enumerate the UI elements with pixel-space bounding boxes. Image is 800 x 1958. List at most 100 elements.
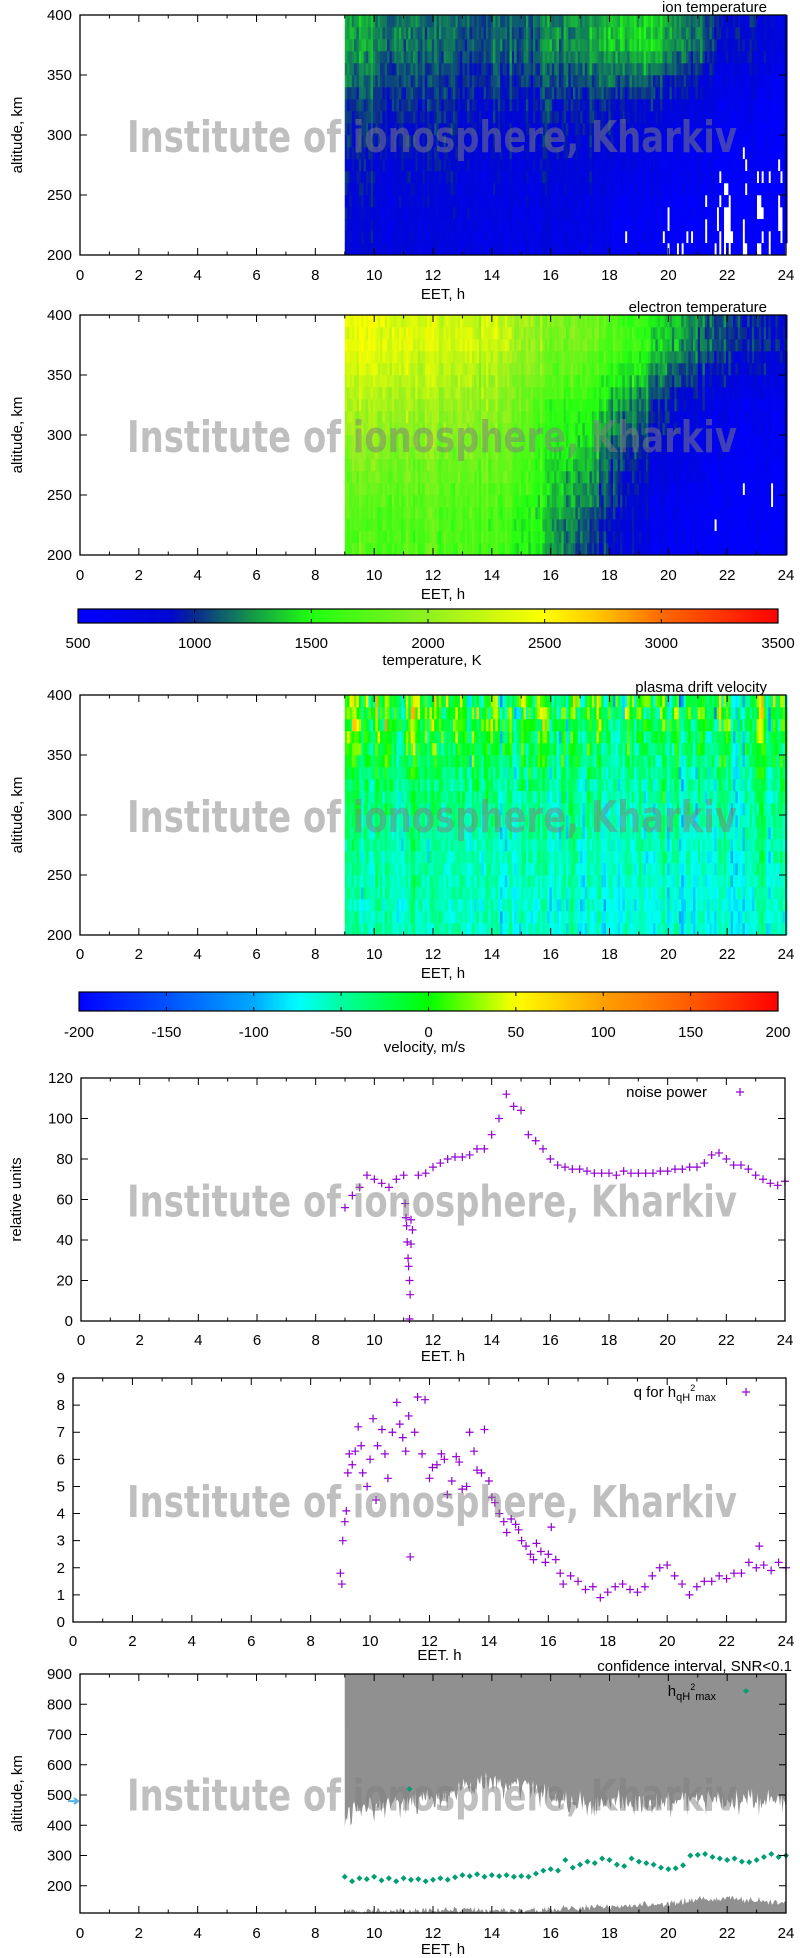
heatmap-cell <box>365 387 369 400</box>
heatmap-cell <box>441 219 444 232</box>
heatmap-cell <box>662 39 666 52</box>
heatmap-cell <box>591 15 595 28</box>
heatmap-cell <box>457 27 461 40</box>
heatmap-cell <box>775 99 779 112</box>
heatmap-cell <box>356 315 360 328</box>
heatmap-cell <box>721 159 725 172</box>
heatmap-cell <box>467 195 470 208</box>
heatmap-cell <box>573 27 576 40</box>
heatmap-cell <box>780 15 783 28</box>
heatmap-cell <box>664 243 668 256</box>
heatmap-cell <box>434 87 437 100</box>
heatmap-cell <box>554 99 557 112</box>
heatmap-cell <box>448 387 452 400</box>
heatmap-cell <box>436 171 440 184</box>
heatmap-cell <box>377 459 381 472</box>
heatmap-cell <box>422 423 426 436</box>
heatmap-cell <box>697 75 701 88</box>
heatmap-cell <box>438 339 442 352</box>
heatmap-cell <box>384 423 388 436</box>
heatmap-cell <box>349 39 353 52</box>
heatmap-cell <box>377 495 381 508</box>
heatmap-cell <box>389 423 393 436</box>
heatmap-cell <box>504 147 508 160</box>
heatmap-cell <box>533 39 536 52</box>
heatmap-cell <box>445 75 449 88</box>
heatmap-cell <box>434 183 437 196</box>
heatmap-cell <box>749 171 753 184</box>
heatmap-cell <box>500 87 503 100</box>
heatmap-cell <box>629 159 633 172</box>
heatmap-cell <box>643 135 647 148</box>
heatmap-cell <box>773 51 776 64</box>
heatmap-cell <box>372 519 376 532</box>
heatmap-cell <box>443 351 447 364</box>
heatmap-cell <box>429 63 433 76</box>
heatmap-cell <box>464 339 468 352</box>
heatmap-cell <box>398 111 402 124</box>
heatmap-cell <box>396 543 400 556</box>
heatmap-cell <box>349 363 353 376</box>
heatmap-cell <box>735 243 739 256</box>
heatmap-cell <box>648 195 652 208</box>
heatmap-cell <box>608 183 612 196</box>
heatmap-cell <box>429 231 433 244</box>
heatmap-cell <box>700 183 703 196</box>
heatmap-cell <box>493 231 496 244</box>
heatmap-cell <box>624 111 628 124</box>
heatmap-cell <box>587 159 590 172</box>
heatmap-cell <box>591 111 595 124</box>
heatmap-cell <box>662 87 666 100</box>
heatmap-cell <box>460 399 463 412</box>
heatmap-cell <box>775 39 779 52</box>
heatmap-cell <box>377 147 381 160</box>
heatmap-cell <box>349 15 353 28</box>
heatmap-cell <box>530 231 534 244</box>
heatmap-cell <box>615 135 619 148</box>
heatmap-cell <box>453 495 456 508</box>
heatmap-cell <box>615 51 619 64</box>
heatmap-cell <box>354 99 357 112</box>
heatmap-cell <box>613 99 616 112</box>
heatmap-cell <box>563 231 567 244</box>
heatmap-cell <box>478 351 482 364</box>
heatmap-cell <box>535 171 539 184</box>
heatmap-cell <box>780 243 783 256</box>
heatmap-cell <box>431 399 435 412</box>
heatmap-cell <box>497 243 501 256</box>
heatmap-cell <box>460 531 463 544</box>
heatmap-cell <box>766 75 769 88</box>
heatmap-cell <box>474 63 477 76</box>
heatmap-cell <box>502 219 506 232</box>
heatmap-cell <box>641 135 645 148</box>
heatmap-cell <box>617 39 621 52</box>
heatmap-cell <box>365 543 369 556</box>
heatmap-cell <box>365 435 369 448</box>
heatmap-cell <box>408 15 412 28</box>
heatmap-cell <box>627 171 630 184</box>
heatmap-cell <box>511 183 515 196</box>
heatmap-cell <box>389 495 393 508</box>
heatmap-cell <box>467 207 470 220</box>
heatmap-cell <box>387 99 390 112</box>
heatmap-cell <box>620 87 623 100</box>
heatmap-cell <box>693 111 696 124</box>
heatmap-cell <box>434 27 437 40</box>
heatmap-cell <box>780 147 783 160</box>
heatmap-cell <box>464 147 468 160</box>
heatmap-cell <box>405 231 409 244</box>
heatmap-cell <box>471 99 475 112</box>
heatmap-cell <box>678 75 682 88</box>
heatmap-cell <box>617 111 621 124</box>
heatmap-cell <box>525 111 529 124</box>
heatmap-cell <box>443 135 447 148</box>
heatmap-cell <box>504 75 508 88</box>
heatmap-cell <box>344 459 348 472</box>
heatmap-cell <box>504 171 508 184</box>
heatmap-cell <box>518 75 522 88</box>
heatmap-cell <box>615 159 619 172</box>
heatmap-cell <box>488 51 492 64</box>
heatmap-cell <box>533 123 536 136</box>
heatmap-cell <box>497 111 501 124</box>
heatmap-cell <box>443 183 447 196</box>
